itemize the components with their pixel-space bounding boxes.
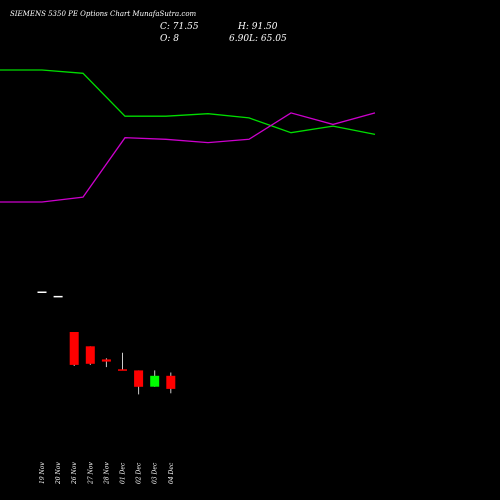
candle: [69, 332, 79, 366]
candle: [118, 352, 127, 371]
x-tick-label: 19 Nov: [39, 462, 46, 484]
x-tick-label: 02 Dec: [136, 462, 143, 484]
indicator-line-1: [0, 69, 376, 136]
candle-body: [101, 359, 111, 362]
chart-title: SIEMENS 5350 PE Options Chart MunafaSutr…: [10, 10, 197, 18]
candle-body: [166, 375, 176, 389]
candle-body: [37, 291, 47, 293]
x-tick-label: 28 Nov: [103, 462, 110, 485]
x-tick-label: 04 Dec: [168, 462, 175, 484]
candle: [53, 295, 63, 298]
x-axis-labels: 19 Nov 20 Nov 26 Nov 27 Nov 28 Nov 01 Dec 02 D…: [39, 462, 175, 485]
candle: [37, 291, 47, 293]
open-readout: O: 8: [160, 34, 179, 44]
candle: [150, 370, 160, 387]
candle: [166, 372, 176, 394]
x-tick-label: 27 Nov: [87, 462, 94, 485]
candle: [134, 370, 144, 395]
low-readout: 6.90L: 65.05: [229, 34, 287, 44]
close-readout: C: 71.55: [160, 22, 199, 32]
candle-body: [53, 295, 63, 298]
x-tick-label: 03 Dec: [152, 462, 159, 484]
x-tick-label: 20 Nov: [55, 462, 62, 485]
indicator-line-2: [0, 112, 376, 203]
high-readout: H: 91.50: [237, 22, 278, 32]
candle: [101, 358, 111, 368]
candle-body: [134, 370, 144, 387]
candle: [85, 346, 95, 365]
x-tick-label: 26 Nov: [71, 462, 78, 485]
candle-body: [150, 375, 160, 387]
candles: [37, 291, 176, 395]
x-tick-label: 01 Dec: [120, 462, 127, 484]
candle-body: [118, 369, 127, 371]
candle-body: [69, 332, 79, 365]
candle-body: [85, 346, 95, 364]
indicator-lines: [0, 69, 376, 203]
